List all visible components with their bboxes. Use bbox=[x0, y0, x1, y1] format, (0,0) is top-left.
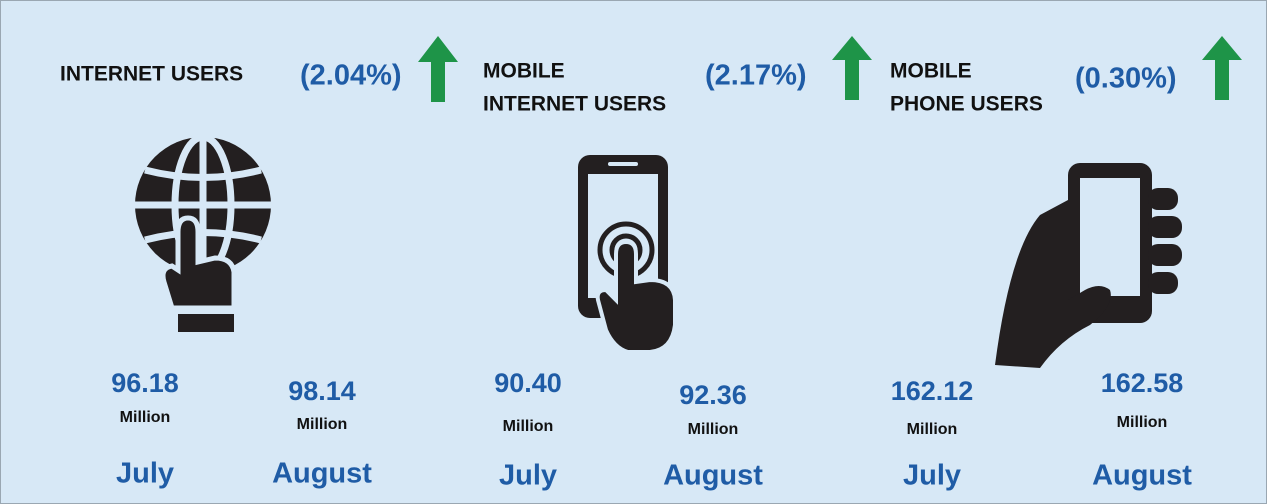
reading-unit: Million bbox=[503, 418, 554, 435]
panel-title: PHONE USERS bbox=[890, 93, 1043, 116]
reading-value: 98.14 bbox=[288, 376, 356, 406]
panel-title: INTERNET USERS bbox=[60, 63, 243, 86]
reading-month: August bbox=[1092, 460, 1192, 492]
globe-icon bbox=[135, 133, 271, 332]
up-arrow bbox=[1202, 36, 1242, 100]
up-arrow bbox=[418, 36, 458, 102]
reading-unit: Million bbox=[688, 421, 739, 438]
reading-month: July bbox=[116, 458, 174, 490]
phone-icon bbox=[578, 155, 677, 354]
reading-value: 162.12 bbox=[891, 376, 974, 406]
reading-unit: Million bbox=[120, 409, 171, 426]
panel-title: MOBILE bbox=[483, 60, 565, 83]
up-arrows bbox=[418, 36, 1242, 102]
panel-title: MOBILE bbox=[890, 60, 972, 83]
reading-value: 90.40 bbox=[494, 368, 562, 398]
reading-value: 92.36 bbox=[679, 380, 747, 410]
hand-phone-icon bbox=[995, 163, 1182, 368]
up-arrow bbox=[832, 36, 872, 100]
reading-unit: Million bbox=[297, 416, 348, 433]
reading-unit: Million bbox=[1117, 414, 1168, 431]
percent-change: (2.04%) bbox=[300, 60, 402, 92]
panel-title: INTERNET USERS bbox=[483, 93, 666, 116]
reading-value: 96.18 bbox=[111, 368, 179, 398]
reading-value: 162.58 bbox=[1101, 368, 1184, 398]
reading-month: August bbox=[663, 460, 763, 492]
reading-unit: Million bbox=[907, 421, 958, 438]
percent-change: (2.17%) bbox=[705, 60, 807, 92]
reading-month: July bbox=[499, 460, 557, 492]
percent-change: (0.30%) bbox=[1075, 63, 1177, 95]
reading-month: July bbox=[903, 460, 961, 492]
reading-month: August bbox=[272, 458, 372, 490]
